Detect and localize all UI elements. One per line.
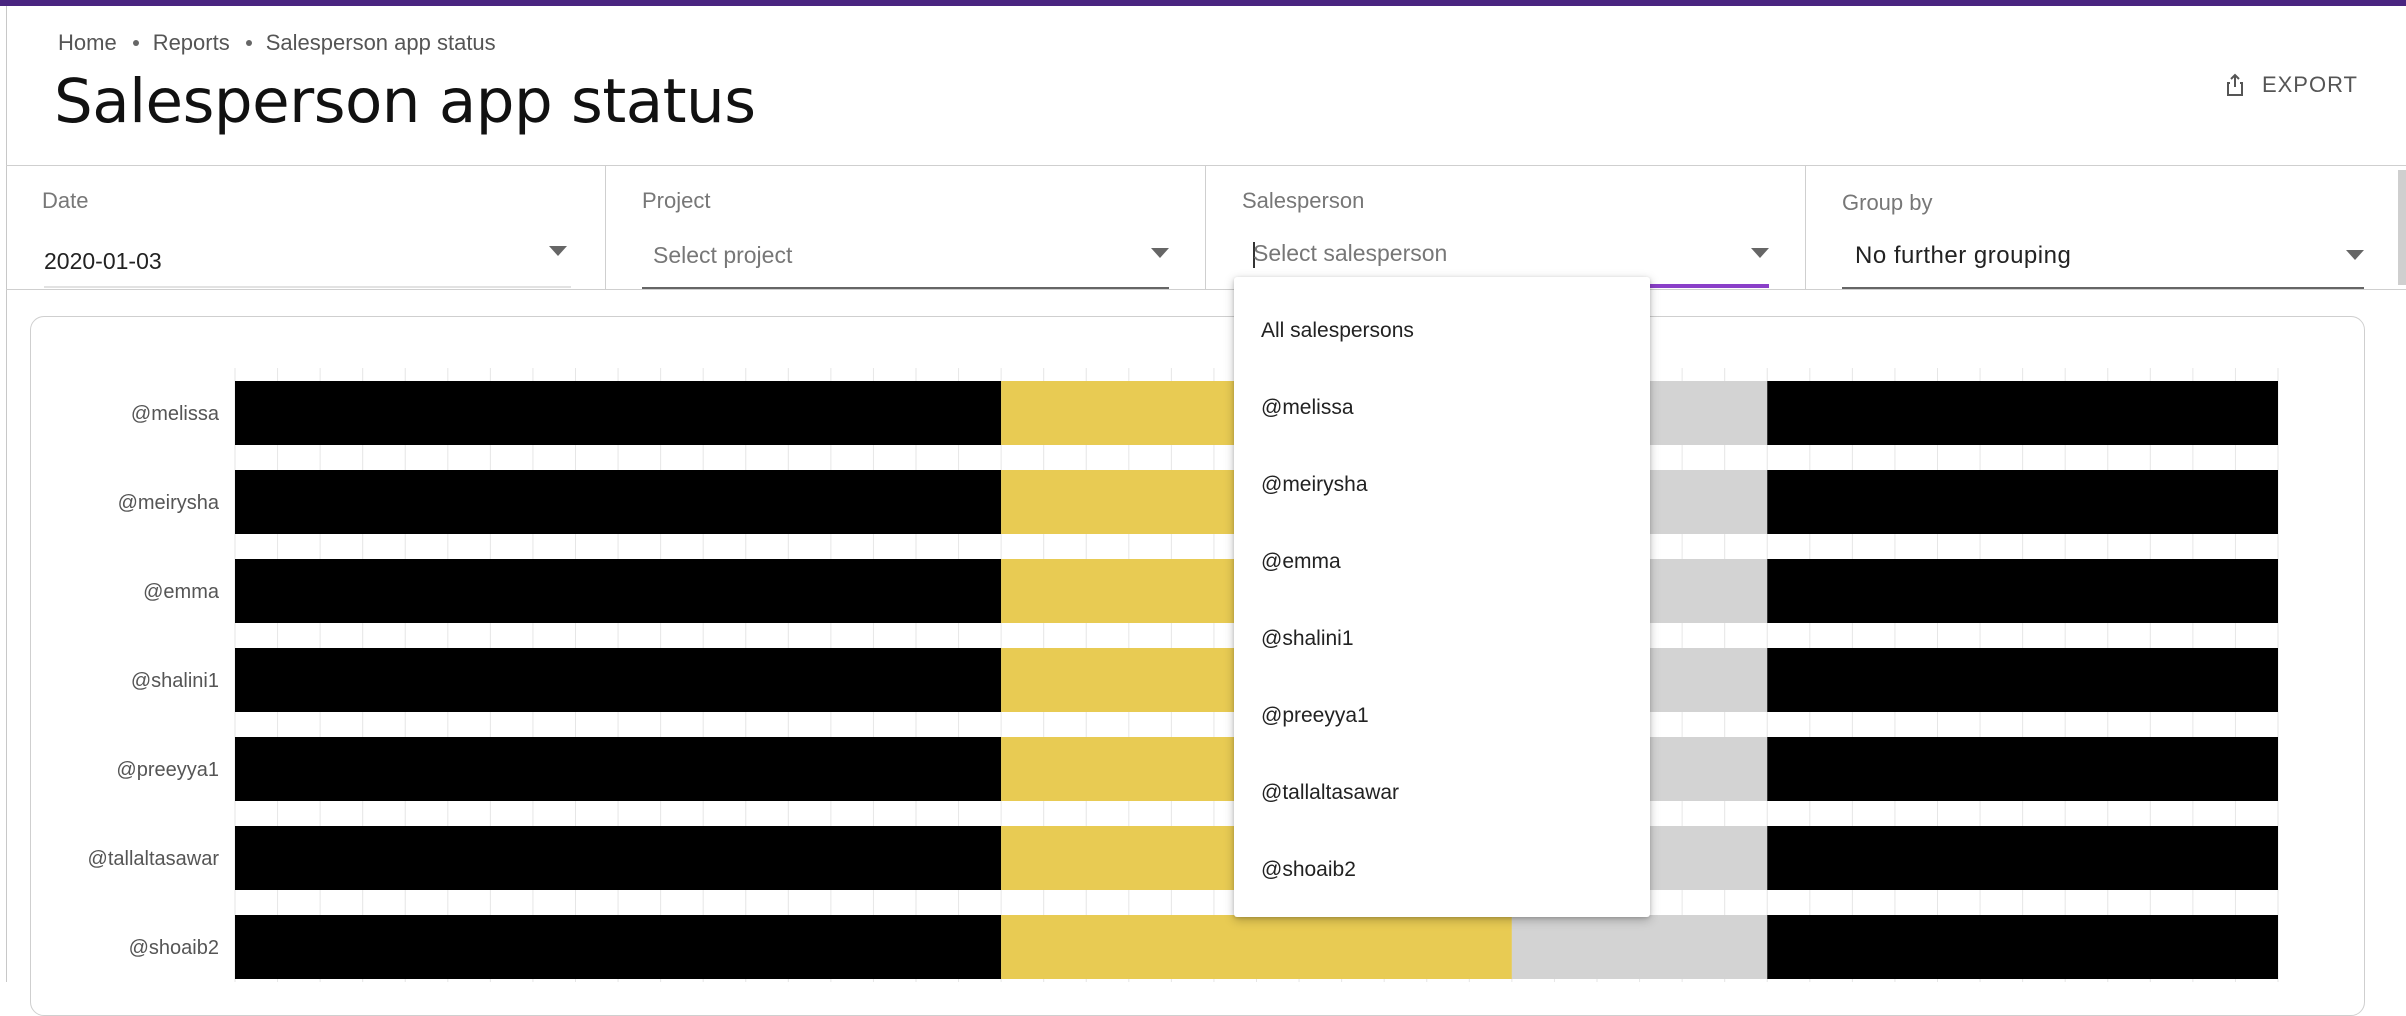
row-label: @tallaltasawar — [88, 848, 220, 870]
option-emma[interactable]: @emma — [1261, 549, 1341, 573]
status-segment-gray[interactable] — [1511, 915, 1768, 979]
scrollbar-thumb[interactable] — [2398, 170, 2406, 285]
status-segment-black[interactable] — [235, 737, 1002, 801]
option-all-salespersons[interactable]: All salespersons — [1261, 318, 1414, 342]
row-label: @melissa — [131, 403, 220, 425]
status-segment-black[interactable] — [1767, 470, 2278, 534]
breadcrumb-reports[interactable]: Reports — [152, 30, 230, 55]
page-frame — [6, 6, 2406, 982]
option-melissa[interactable]: @melissa — [1261, 395, 1354, 419]
project-underline — [642, 287, 1169, 289]
status-timeline-chart: @melissa @meirysha @emma @shalini1 @preeyya1… — [88, 368, 2279, 982]
chart-row: @tallaltasawar — [88, 826, 2278, 890]
chevron-down-icon[interactable] — [2346, 250, 2364, 260]
chevron-down-icon[interactable] — [1151, 248, 1169, 258]
status-segment-black[interactable] — [235, 648, 1002, 712]
chart-row: @shalini1 — [131, 648, 2278, 712]
chart-row: @shoaib2 — [129, 915, 2278, 979]
chart-row: @preeyya1 — [116, 737, 2278, 801]
breadcrumb: Home Reports Salesperson app status — [58, 30, 496, 56]
option-preeyya1[interactable]: @preeyya1 — [1261, 703, 1369, 727]
salesperson-placeholder: Select salesperson — [1253, 240, 1448, 266]
status-segment-black[interactable] — [235, 470, 1002, 534]
group-by-value[interactable]: No further grouping — [1855, 242, 2072, 269]
group-by-underline — [1842, 287, 2364, 289]
status-segment-yellow[interactable] — [1001, 915, 1512, 979]
chart-row: @melissa — [131, 381, 2278, 445]
date-value: 2020-01-03 — [44, 248, 162, 274]
text-cursor — [1253, 241, 1255, 268]
status-segment-black[interactable] — [1767, 737, 2278, 801]
status-segment-black[interactable] — [1767, 915, 2278, 979]
share-icon — [2226, 73, 2243, 96]
project-select[interactable]: Select project — [653, 242, 793, 268]
breadcrumb-home[interactable]: Home — [58, 30, 117, 55]
breadcrumb-current: Salesperson app status — [265, 30, 496, 55]
status-segment-black[interactable] — [1767, 826, 2278, 890]
chevron-down-icon[interactable] — [549, 246, 567, 256]
row-label: @preeyya1 — [116, 759, 219, 781]
page-title: Salesperson app status — [54, 66, 756, 137]
row-label: @emma — [143, 581, 220, 603]
breadcrumb-separator — [245, 40, 252, 46]
top-accent-bar — [0, 0, 2406, 6]
chevron-down-icon[interactable] — [1751, 248, 1769, 258]
status-segment-black[interactable] — [1767, 648, 2278, 712]
status-segment-black[interactable] — [1767, 381, 2278, 445]
export-button[interactable]: EXPORT — [2226, 72, 2358, 98]
status-segment-black[interactable] — [235, 915, 1002, 979]
status-segment-black[interactable] — [1767, 559, 2278, 623]
option-shoaib2[interactable]: @shoaib2 — [1261, 857, 1356, 881]
option-meirysha[interactable]: @meirysha — [1261, 472, 1368, 496]
group-by-filter[interactable]: Group by No further grouping — [1806, 166, 2406, 289]
status-segment-black[interactable] — [235, 826, 1002, 890]
date-filter[interactable]: Date 2020-01-03 — [6, 166, 606, 289]
row-label: @shalini1 — [131, 670, 219, 692]
breadcrumb-separator — [132, 40, 139, 46]
date-label: Date — [42, 188, 89, 213]
project-filter[interactable]: Project Select project — [606, 166, 1206, 289]
salesperson-dropdown-menu: All salespersons @melissa @meirysha @emm… — [1234, 277, 1650, 917]
chart-row: @meirysha — [118, 470, 2278, 534]
chart-row: @emma — [143, 559, 2278, 623]
salesperson-label: Salesperson — [1242, 188, 1365, 213]
status-segment-black[interactable] — [235, 559, 1002, 623]
row-label: @shoaib2 — [129, 937, 219, 959]
project-label: Project — [642, 188, 711, 213]
date-underline — [44, 286, 571, 288]
salesperson-input[interactable]: Select salesperson — [1253, 240, 1447, 268]
group-by-label: Group by — [1842, 190, 1933, 215]
option-shalini1[interactable]: @shalini1 — [1261, 626, 1354, 650]
option-tallaltasawar[interactable]: @tallaltasawar — [1261, 780, 1400, 804]
status-segment-black[interactable] — [235, 381, 1002, 445]
export-label: EXPORT — [2261, 72, 2358, 97]
row-label: @meirysha — [118, 492, 220, 514]
